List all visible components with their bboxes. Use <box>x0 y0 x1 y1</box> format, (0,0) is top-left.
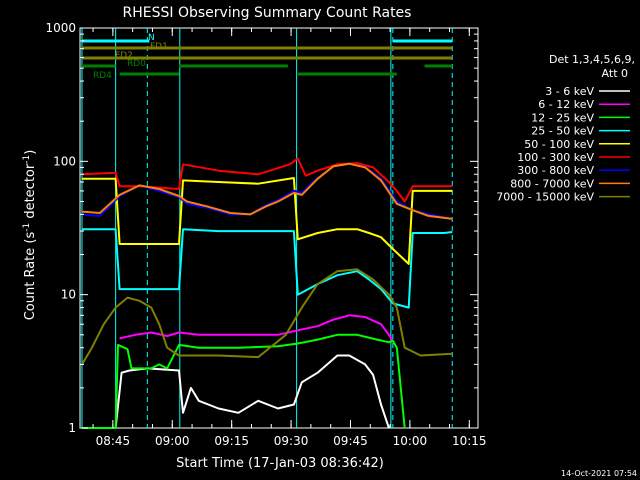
x-tick-label-3: 09:30 <box>274 434 309 448</box>
x-axis: 08:45 09:00 09:15 09:30 09:45 10:00 10:15 <box>92 28 487 448</box>
legend-label-1: 6 - 12 keV <box>538 98 594 111</box>
legend-label-5: 100 - 300 keV <box>517 151 594 164</box>
series-line-8 <box>81 268 453 365</box>
legend-label-8: 7000 - 15000 keV <box>496 191 594 204</box>
x-tick-label-4: 09:45 <box>333 434 368 448</box>
y-tick-label-2: 100 <box>53 154 76 168</box>
y-axis-label-part3: ) <box>23 150 38 155</box>
series-line-7 <box>81 162 453 220</box>
y-tick-label-0: 1 <box>68 421 76 435</box>
legend-label-2: 12 - 25 keV <box>531 111 594 124</box>
plot-frame <box>79 27 479 429</box>
legend-header-line2: Att 0 <box>602 67 628 80</box>
state-bar-label-fd2: FD2 <box>115 51 133 61</box>
state-bar-label-rd4: RD4 <box>93 71 112 81</box>
y-axis-label-part1: Count Rate (s <box>23 232 38 321</box>
legend-label-4: 50 - 100 keV <box>524 138 594 151</box>
series-line-0 <box>82 354 390 429</box>
y-axis-label-sup2: -1 <box>22 155 32 164</box>
y-axis: 1 10 100 1000 <box>45 21 478 435</box>
x-tick-label-6: 10:15 <box>452 434 487 448</box>
series-line-3 <box>82 228 453 309</box>
y-tick-label-3: 1000 <box>45 21 76 35</box>
y-axis-label-sup1: -1 <box>22 223 32 232</box>
x-tick-label-1: 09:00 <box>155 434 190 448</box>
legend-label-0: 3 - 6 keV <box>545 85 594 98</box>
legend-header-line1: Det 1,3,4,5,6,9, <box>549 53 635 66</box>
x-tick-label-2: 09:15 <box>214 434 249 448</box>
x-tick-label-5: 10:00 <box>393 434 428 448</box>
state-bar-label-rd0: RD0 <box>127 59 146 69</box>
y-tick-label-1: 10 <box>61 288 76 302</box>
state-bar-label-fd1: FD1 <box>150 42 168 52</box>
y-axis-label: Count Rate (s-1 detector-1) <box>22 150 38 321</box>
series-line-4 <box>82 177 453 265</box>
series-line-6 <box>81 162 453 220</box>
legend-label-3: 25 - 50 keV <box>531 125 594 138</box>
legend-label-7: 800 - 7000 keV <box>510 177 594 190</box>
legend-label-6: 300 - 800 keV <box>517 164 594 177</box>
state-bar-label-n: N <box>148 33 155 43</box>
series-line-2 <box>82 333 406 429</box>
x-axis-label: Start Time (17-Jan-03 08:36:42) <box>176 456 384 471</box>
series-line-5 <box>81 157 453 203</box>
timestamp: 14-Oct-2021 07:54 <box>561 469 637 478</box>
y-axis-label-part2: detector <box>23 163 38 223</box>
chart-title: RHESSI Observing Summary Count Rates <box>123 5 412 21</box>
x-tick-label-0: 08:45 <box>96 434 131 448</box>
